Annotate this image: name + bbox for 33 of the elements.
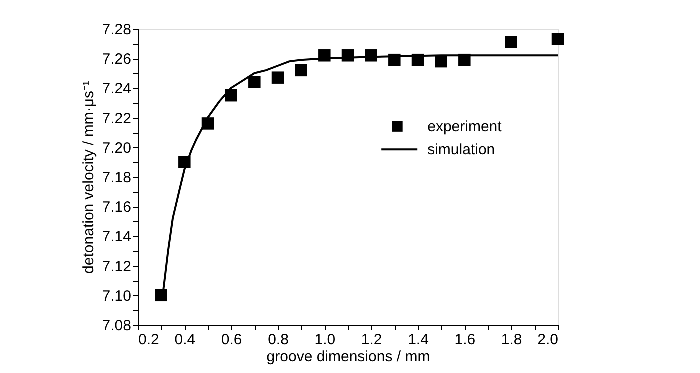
x-tick-label: 1.8	[501, 332, 522, 348]
y-tick-label: 7.26	[102, 51, 132, 68]
y-tick-label: 7.28	[102, 22, 132, 38]
x-tick-label: 1.4	[408, 332, 429, 348]
legend-label: simulation	[428, 142, 496, 159]
point	[295, 64, 308, 77]
point	[505, 36, 518, 48]
x-tick-label: 0.8	[268, 332, 289, 348]
y-tick-label: 7.24	[102, 80, 132, 98]
point	[248, 76, 261, 88]
y-tick-label: 7.14	[102, 228, 132, 246]
point	[155, 289, 168, 302]
x-tick-label: 0.6	[221, 332, 242, 348]
y-tick-label: 7.12	[102, 258, 132, 276]
y-axis-title: detonation velocity / mm·μs⁻¹	[80, 81, 98, 274]
point	[435, 55, 448, 68]
x-tick-label: 0.2	[138, 332, 160, 348]
y-tick-label: 7.08	[102, 318, 132, 334]
legend-label: experiment	[428, 118, 503, 136]
x-axis-title: groove dimensions / mm	[266, 348, 430, 366]
x-tick-label: 1.0	[314, 332, 336, 348]
point	[272, 72, 284, 84]
y-tick-label: 7.18	[102, 170, 132, 186]
point	[552, 33, 564, 46]
y-tick-label: 7.22	[102, 110, 132, 128]
x-tick-label: 2.0	[538, 332, 558, 348]
y-tick-label: 7.16	[102, 199, 132, 216]
x-tick-label: 1.2	[361, 332, 382, 348]
x-tick-label: 1.6	[454, 332, 476, 348]
point	[225, 89, 238, 102]
x-tick-label: 0.4	[174, 332, 196, 348]
y-tick-label: 7.10	[102, 288, 132, 305]
y-tick-label: 7.20	[102, 140, 132, 157]
